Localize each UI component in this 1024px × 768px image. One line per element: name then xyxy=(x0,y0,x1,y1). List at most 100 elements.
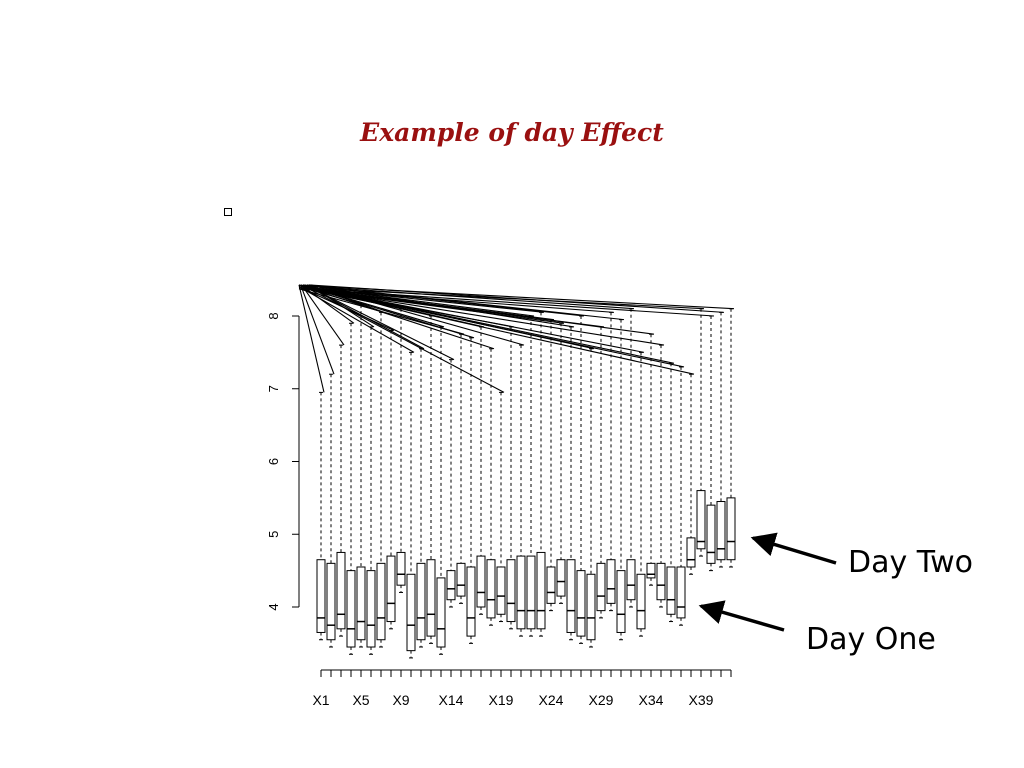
overlay-line xyxy=(302,286,695,375)
x-tick-label: X9 xyxy=(392,692,409,708)
y-tick-label: 8 xyxy=(266,312,281,319)
iqr-box xyxy=(436,577,446,648)
x-tick-label: X34 xyxy=(639,692,664,708)
iqr-box xyxy=(586,573,596,641)
y-tick-label: 6 xyxy=(266,458,281,465)
iqr-box xyxy=(696,490,706,550)
box-X20 xyxy=(506,326,516,630)
iqr-box xyxy=(456,562,466,597)
x-tick-label: X24 xyxy=(539,692,564,708)
box-X9 xyxy=(396,308,406,593)
iqr-box xyxy=(656,562,666,601)
box-X7 xyxy=(376,311,386,648)
box-X35 xyxy=(656,344,666,608)
day-one-label: Day One xyxy=(806,622,936,657)
y-tick-label: 4 xyxy=(266,603,281,610)
box-X17 xyxy=(476,326,486,615)
box-X33 xyxy=(636,351,646,637)
iqr-box xyxy=(596,562,606,612)
day-two-arrow xyxy=(750,532,837,565)
iqr-box xyxy=(556,559,566,597)
box-X22 xyxy=(526,315,536,637)
box-X39 xyxy=(696,308,706,557)
overlay-line xyxy=(304,286,495,350)
box-X25 xyxy=(556,322,566,604)
iqr-box xyxy=(626,559,636,601)
box-X31 xyxy=(616,319,626,641)
day-two-label: Day Two xyxy=(848,545,974,580)
box-X36 xyxy=(666,362,676,623)
iqr-box xyxy=(326,562,336,641)
iqr-box xyxy=(376,562,386,641)
x-tick-label: X29 xyxy=(589,692,614,708)
box-X26 xyxy=(566,326,576,641)
iqr-box xyxy=(576,570,586,637)
hollow-square-bullet-icon xyxy=(224,208,232,216)
overlay-lines xyxy=(298,284,735,393)
box-X6 xyxy=(366,326,376,655)
iqr-box xyxy=(716,501,726,561)
iqr-box xyxy=(686,537,696,568)
iqr-box xyxy=(386,555,396,623)
x-axis: X1 X5 X9 X14 X19 X24 X29 X34 X39 xyxy=(312,669,732,708)
iqr-box xyxy=(616,570,626,633)
iqr-box xyxy=(346,570,356,648)
box-X32 xyxy=(626,308,636,608)
overlay-line xyxy=(310,285,735,310)
iqr-box xyxy=(366,570,376,648)
iqr-box xyxy=(726,497,736,561)
iqr-box xyxy=(606,559,616,604)
y-tick-label: 7 xyxy=(266,385,281,392)
box-X37 xyxy=(676,366,686,626)
box-X13 xyxy=(436,326,446,655)
box-X19 xyxy=(496,391,506,623)
iqr-box xyxy=(676,566,686,619)
iqr-box xyxy=(506,559,516,623)
boxes xyxy=(316,304,736,659)
iqr-box xyxy=(316,559,326,633)
overlay-line xyxy=(304,285,635,310)
overlay-line xyxy=(302,286,345,346)
box-X27 xyxy=(576,315,586,644)
iqr-box xyxy=(466,566,476,637)
overlay-line xyxy=(300,285,335,375)
box-X24 xyxy=(546,319,556,612)
iqr-box xyxy=(396,551,406,586)
x-tick-label: X1 xyxy=(312,692,329,708)
box-X42 xyxy=(726,308,736,568)
overlay-line xyxy=(298,284,325,393)
iqr-box xyxy=(536,551,546,630)
iqr-box xyxy=(486,559,496,619)
day-one-arrow xyxy=(698,600,785,632)
overlay-line xyxy=(310,288,665,346)
box-X23 xyxy=(536,311,546,637)
slide-title: Example of day Effect xyxy=(360,118,664,147)
iqr-box xyxy=(546,566,556,604)
overlay-line xyxy=(300,284,475,339)
box-X16 xyxy=(466,337,476,644)
box-X41 xyxy=(716,311,726,568)
overlay-line xyxy=(300,288,615,313)
box-X8 xyxy=(386,330,396,630)
box-X18 xyxy=(486,348,496,626)
iqr-box xyxy=(646,562,656,579)
iqr-box xyxy=(416,562,426,641)
iqr-box xyxy=(666,566,676,615)
iqr-box xyxy=(636,573,646,630)
box-X2 xyxy=(326,373,336,648)
y-axis: 4 5 6 7 8 xyxy=(266,312,300,611)
iqr-box xyxy=(476,555,486,608)
overlay-line xyxy=(308,287,655,335)
box-X21 xyxy=(516,344,526,637)
iqr-box xyxy=(566,559,576,633)
iqr-box xyxy=(446,570,456,601)
x-tick-label: X39 xyxy=(689,692,714,708)
box-X11 xyxy=(416,348,426,648)
overlay-line xyxy=(306,288,715,317)
iqr-box xyxy=(356,566,366,641)
iqr-box xyxy=(496,566,506,615)
y-tick-label: 5 xyxy=(266,531,281,538)
box-X14 xyxy=(446,359,456,608)
overlay-line xyxy=(300,285,685,368)
